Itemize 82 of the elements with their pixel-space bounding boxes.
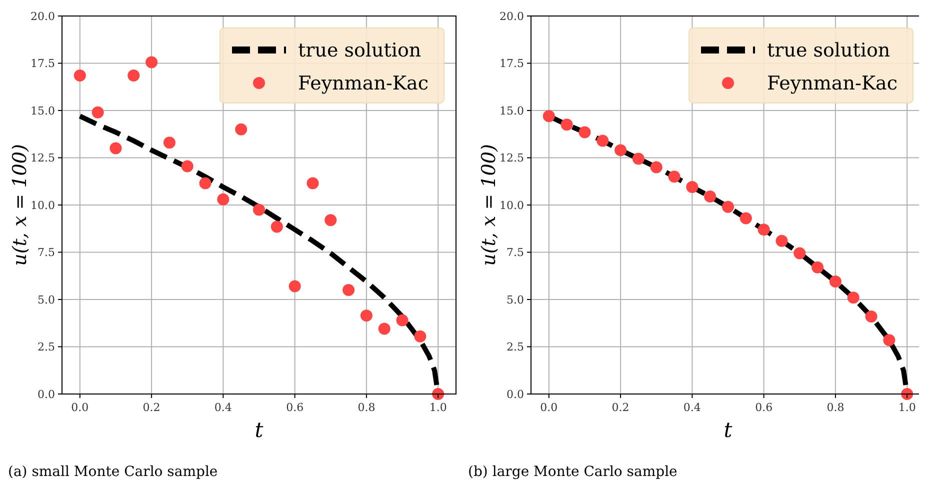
x-tick-label: 0.4 <box>214 401 232 414</box>
point <box>686 181 698 194</box>
point <box>342 284 355 296</box>
x-tick-label: 0.6 <box>755 401 773 414</box>
y-tick-label: 5.0 <box>38 293 55 306</box>
point <box>740 212 752 224</box>
point <box>306 177 319 190</box>
x-tick-label: 0.6 <box>286 401 304 414</box>
point <box>235 123 248 136</box>
y-tick-label: 2.5 <box>506 340 524 354</box>
point <box>722 200 734 213</box>
point <box>578 126 591 138</box>
point <box>668 170 680 183</box>
point <box>596 134 609 147</box>
point <box>378 322 390 335</box>
legend-label: true solution <box>298 40 422 62</box>
text: (b) large Monte Carlo sample <box>468 464 678 480</box>
point <box>128 70 140 82</box>
y-axis-title: u(t, x = 100) <box>478 144 500 266</box>
y-tick-label: 10.0 <box>30 198 55 212</box>
point <box>650 161 662 174</box>
x-tick-label: 0.8 <box>826 401 844 414</box>
y-tick-label: 5.0 <box>506 293 524 306</box>
x-tick-label: 0.0 <box>540 401 558 414</box>
point <box>704 190 716 202</box>
point <box>614 144 627 156</box>
y-tick-label: 7.5 <box>506 246 524 260</box>
point <box>253 204 265 216</box>
x-tick-label: 0.2 <box>612 401 630 414</box>
point <box>92 106 104 118</box>
y-tick-label: 12.5 <box>500 152 524 165</box>
y-tick-label: 7.5 <box>38 246 55 260</box>
x-tick-label: 1.0 <box>898 401 916 414</box>
point <box>883 334 896 346</box>
x-axis-title: t <box>724 418 733 442</box>
point <box>146 56 158 68</box>
point <box>396 314 408 326</box>
x-tick-label: 0.2 <box>142 401 160 414</box>
x-tick-label: 1.0 <box>429 401 447 414</box>
point <box>901 388 914 400</box>
text: (a) small Monte Carlo sample <box>8 464 218 480</box>
x-tick-label: 0.0 <box>71 401 89 414</box>
point <box>847 292 860 304</box>
y-tick-label: 17.5 <box>30 57 55 70</box>
point <box>74 70 86 82</box>
point <box>270 220 283 233</box>
point <box>163 136 176 149</box>
point <box>217 193 230 206</box>
point <box>560 118 573 131</box>
point <box>865 310 878 323</box>
point <box>288 280 301 292</box>
point <box>632 152 644 165</box>
y-tick-label: 12.5 <box>30 152 55 165</box>
point <box>432 388 444 400</box>
x-axis-title: t <box>254 418 264 442</box>
y-tick-label: 10.0 <box>500 198 524 212</box>
y-tick-label: 20.0 <box>500 10 524 23</box>
y-tick-label: 0.0 <box>506 388 524 401</box>
point <box>812 261 824 274</box>
point <box>794 247 806 260</box>
y-tick-label: 15.0 <box>500 104 524 118</box>
point <box>324 214 337 226</box>
point <box>199 177 212 190</box>
y-axis-title: u(t, x = 100) <box>9 144 31 266</box>
y-tick-label: 2.5 <box>38 340 55 354</box>
point <box>542 110 555 122</box>
y-tick-label: 17.5 <box>500 57 524 70</box>
point <box>776 234 788 247</box>
point <box>758 224 770 236</box>
legend-label: Feynman-Kac <box>298 72 429 95</box>
point <box>829 276 842 288</box>
x-tick-label: 0.4 <box>683 401 701 414</box>
legend-label: Feynman-Kac <box>767 72 898 95</box>
x-tick-label: 0.8 <box>358 401 376 414</box>
point <box>414 330 426 342</box>
y-tick-label: 15.0 <box>30 104 55 118</box>
point <box>181 160 194 172</box>
y-tick-label: 0.0 <box>38 388 55 401</box>
y-tick-label: 20.0 <box>30 10 55 23</box>
point <box>110 142 122 154</box>
point <box>360 310 372 322</box>
legend-label: true solution <box>767 40 890 62</box>
